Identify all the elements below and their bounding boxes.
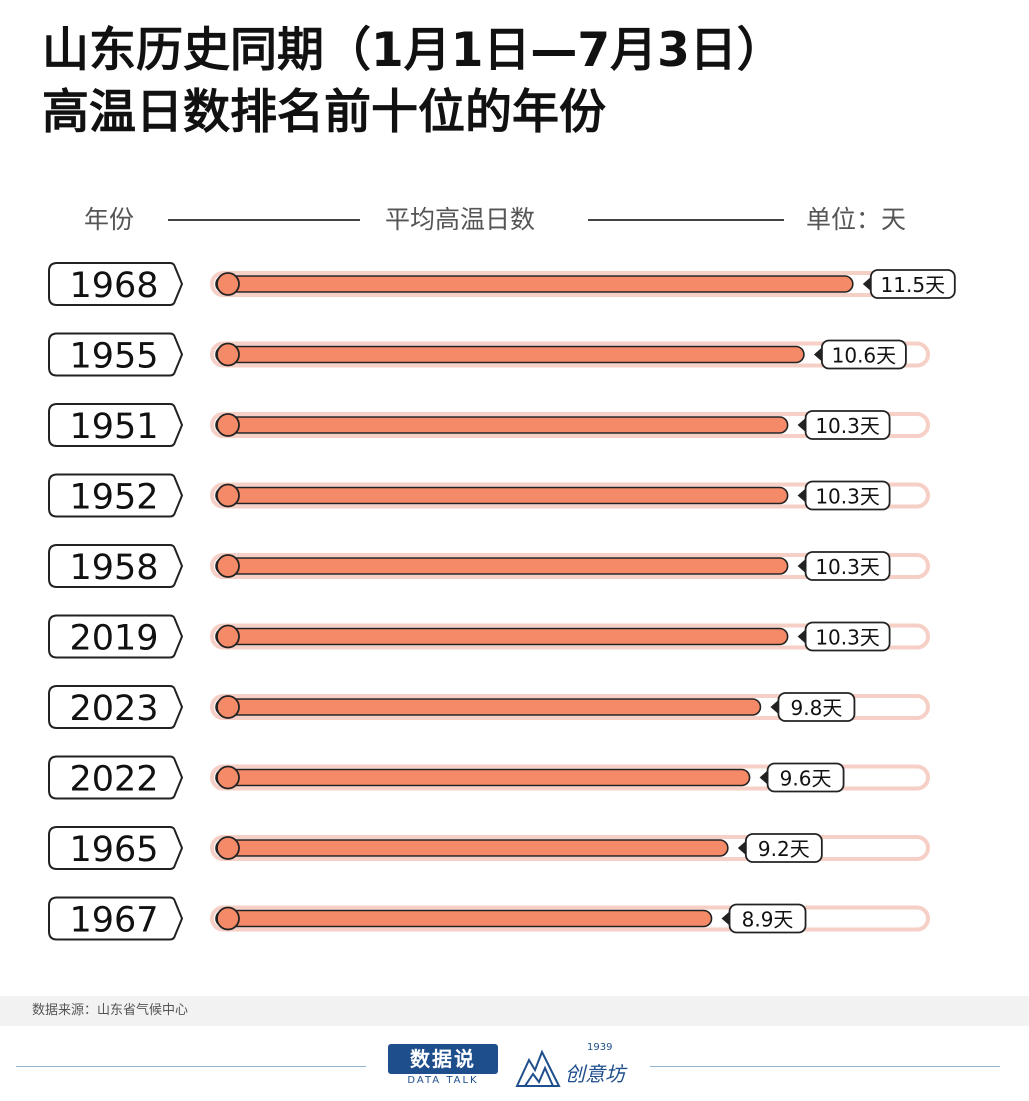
year-tag: [48, 403, 184, 447]
value-label: 10.6天: [832, 344, 897, 368]
year-label: 1951: [69, 407, 158, 447]
data-talk-logo: 数据说 DATA TALK: [388, 1044, 498, 1090]
header-year-label: 年份: [84, 205, 135, 234]
creative-workshop-logo-name: 创意坊: [565, 1062, 625, 1086]
value-label-box: [804, 410, 891, 440]
value-label-pointer: [737, 841, 746, 855]
bar: [215, 486, 789, 505]
bar: [215, 768, 751, 787]
value-label-box: [744, 833, 823, 863]
bar-chart: 1968 11.5天 1955 10.6天 1951 10.3天 1952 10.3天 1958…: [48, 262, 956, 941]
bar-bulb: [216, 413, 240, 437]
bar: [215, 839, 729, 857]
year-label: 1968: [69, 266, 158, 306]
bar-bulb: [216, 765, 240, 790]
value-label: 11.5天: [881, 273, 946, 297]
year-label: 2019: [69, 619, 158, 659]
value-label-box: [766, 762, 845, 793]
bar-bulb: [216, 342, 240, 367]
bar-bulb: [216, 624, 240, 649]
year-tag: [48, 826, 184, 870]
bar-bulb: [216, 272, 240, 296]
header-divider-left: [168, 219, 360, 221]
value-label-box: [804, 551, 891, 581]
year-label: 2023: [69, 689, 158, 729]
year-label: 1958: [69, 548, 158, 588]
value-label-box: [804, 621, 891, 652]
value-label: 9.6天: [780, 767, 832, 791]
bar: [215, 627, 789, 646]
year-tag: [48, 473, 184, 518]
year-tag: [48, 544, 184, 588]
bar-bulb: [216, 483, 240, 508]
value-label: 9.2天: [758, 837, 810, 861]
source-text: 数据来源：山东省气候中心: [32, 1003, 189, 1018]
value-label-pointer: [797, 418, 806, 432]
value-label-box: [821, 339, 907, 370]
value-label: 9.8天: [791, 696, 843, 720]
year-tag: [48, 332, 184, 377]
value-label: 10.3天: [815, 414, 880, 438]
chart-title: 山东历史同期（1月1日—7月3日） 高温日数排名前十位的年份: [42, 20, 1002, 144]
chart-title-line-1: 山东历史同期（1月1日—7月3日）: [42, 23, 784, 78]
data-talk-logo-name: 数据说: [388, 1044, 498, 1074]
year-label: 1967: [69, 901, 158, 941]
value-label: 10.3天: [815, 626, 880, 650]
bar: [215, 557, 789, 575]
year-tag: [48, 755, 184, 800]
value-label-pointer: [721, 911, 730, 926]
year-label: 1952: [69, 478, 158, 518]
year-tag: [48, 896, 184, 941]
creative-workshop-logo-year: 1939: [587, 1042, 613, 1053]
value-label-box: [804, 480, 891, 511]
chart-title-line-2: 高温日数排名前十位的年份: [42, 85, 606, 140]
value-label: 10.3天: [815, 555, 880, 579]
value-label: 8.9天: [742, 908, 794, 932]
bar-bulb: [216, 906, 240, 931]
creative-workshop-logo: 1939 创意坊: [515, 1042, 635, 1092]
mountain-icon: [515, 1049, 561, 1087]
value-label: 10.3天: [815, 485, 880, 509]
value-label-pointer: [797, 629, 806, 644]
bar: [215, 698, 762, 716]
value-label-pointer: [813, 347, 822, 362]
value-label-pointer: [770, 700, 779, 714]
bar: [215, 345, 805, 364]
value-label-pointer: [797, 559, 806, 573]
bar-bulb: [216, 695, 240, 719]
year-label: 2022: [69, 760, 158, 800]
value-label-pointer: [759, 770, 768, 785]
header-metric-label: 平均高温日数: [385, 205, 536, 234]
value-label-box: [777, 692, 856, 722]
footer-divider-right: [650, 1066, 1000, 1067]
bar: [215, 909, 713, 928]
year-tag: [48, 685, 184, 729]
source-band: [0, 996, 1029, 1026]
value-label-box: [728, 903, 807, 934]
year-tag: [48, 614, 184, 659]
header-unit-label: 单位：天: [806, 205, 907, 234]
header-divider-right: [588, 219, 784, 221]
data-talk-logo-sub: DATA TALK: [407, 1075, 479, 1086]
value-label-pointer: [862, 277, 871, 291]
bar-bulb: [216, 836, 240, 860]
bar-bulb: [216, 554, 240, 578]
footer-divider-left: [16, 1066, 366, 1067]
value-label-box: [869, 269, 956, 299]
year-label: 1955: [69, 337, 158, 377]
bar: [215, 275, 854, 293]
bar: [215, 416, 789, 434]
value-label-pointer: [797, 488, 806, 503]
year-tag: [48, 262, 184, 306]
year-label: 1965: [69, 830, 158, 870]
